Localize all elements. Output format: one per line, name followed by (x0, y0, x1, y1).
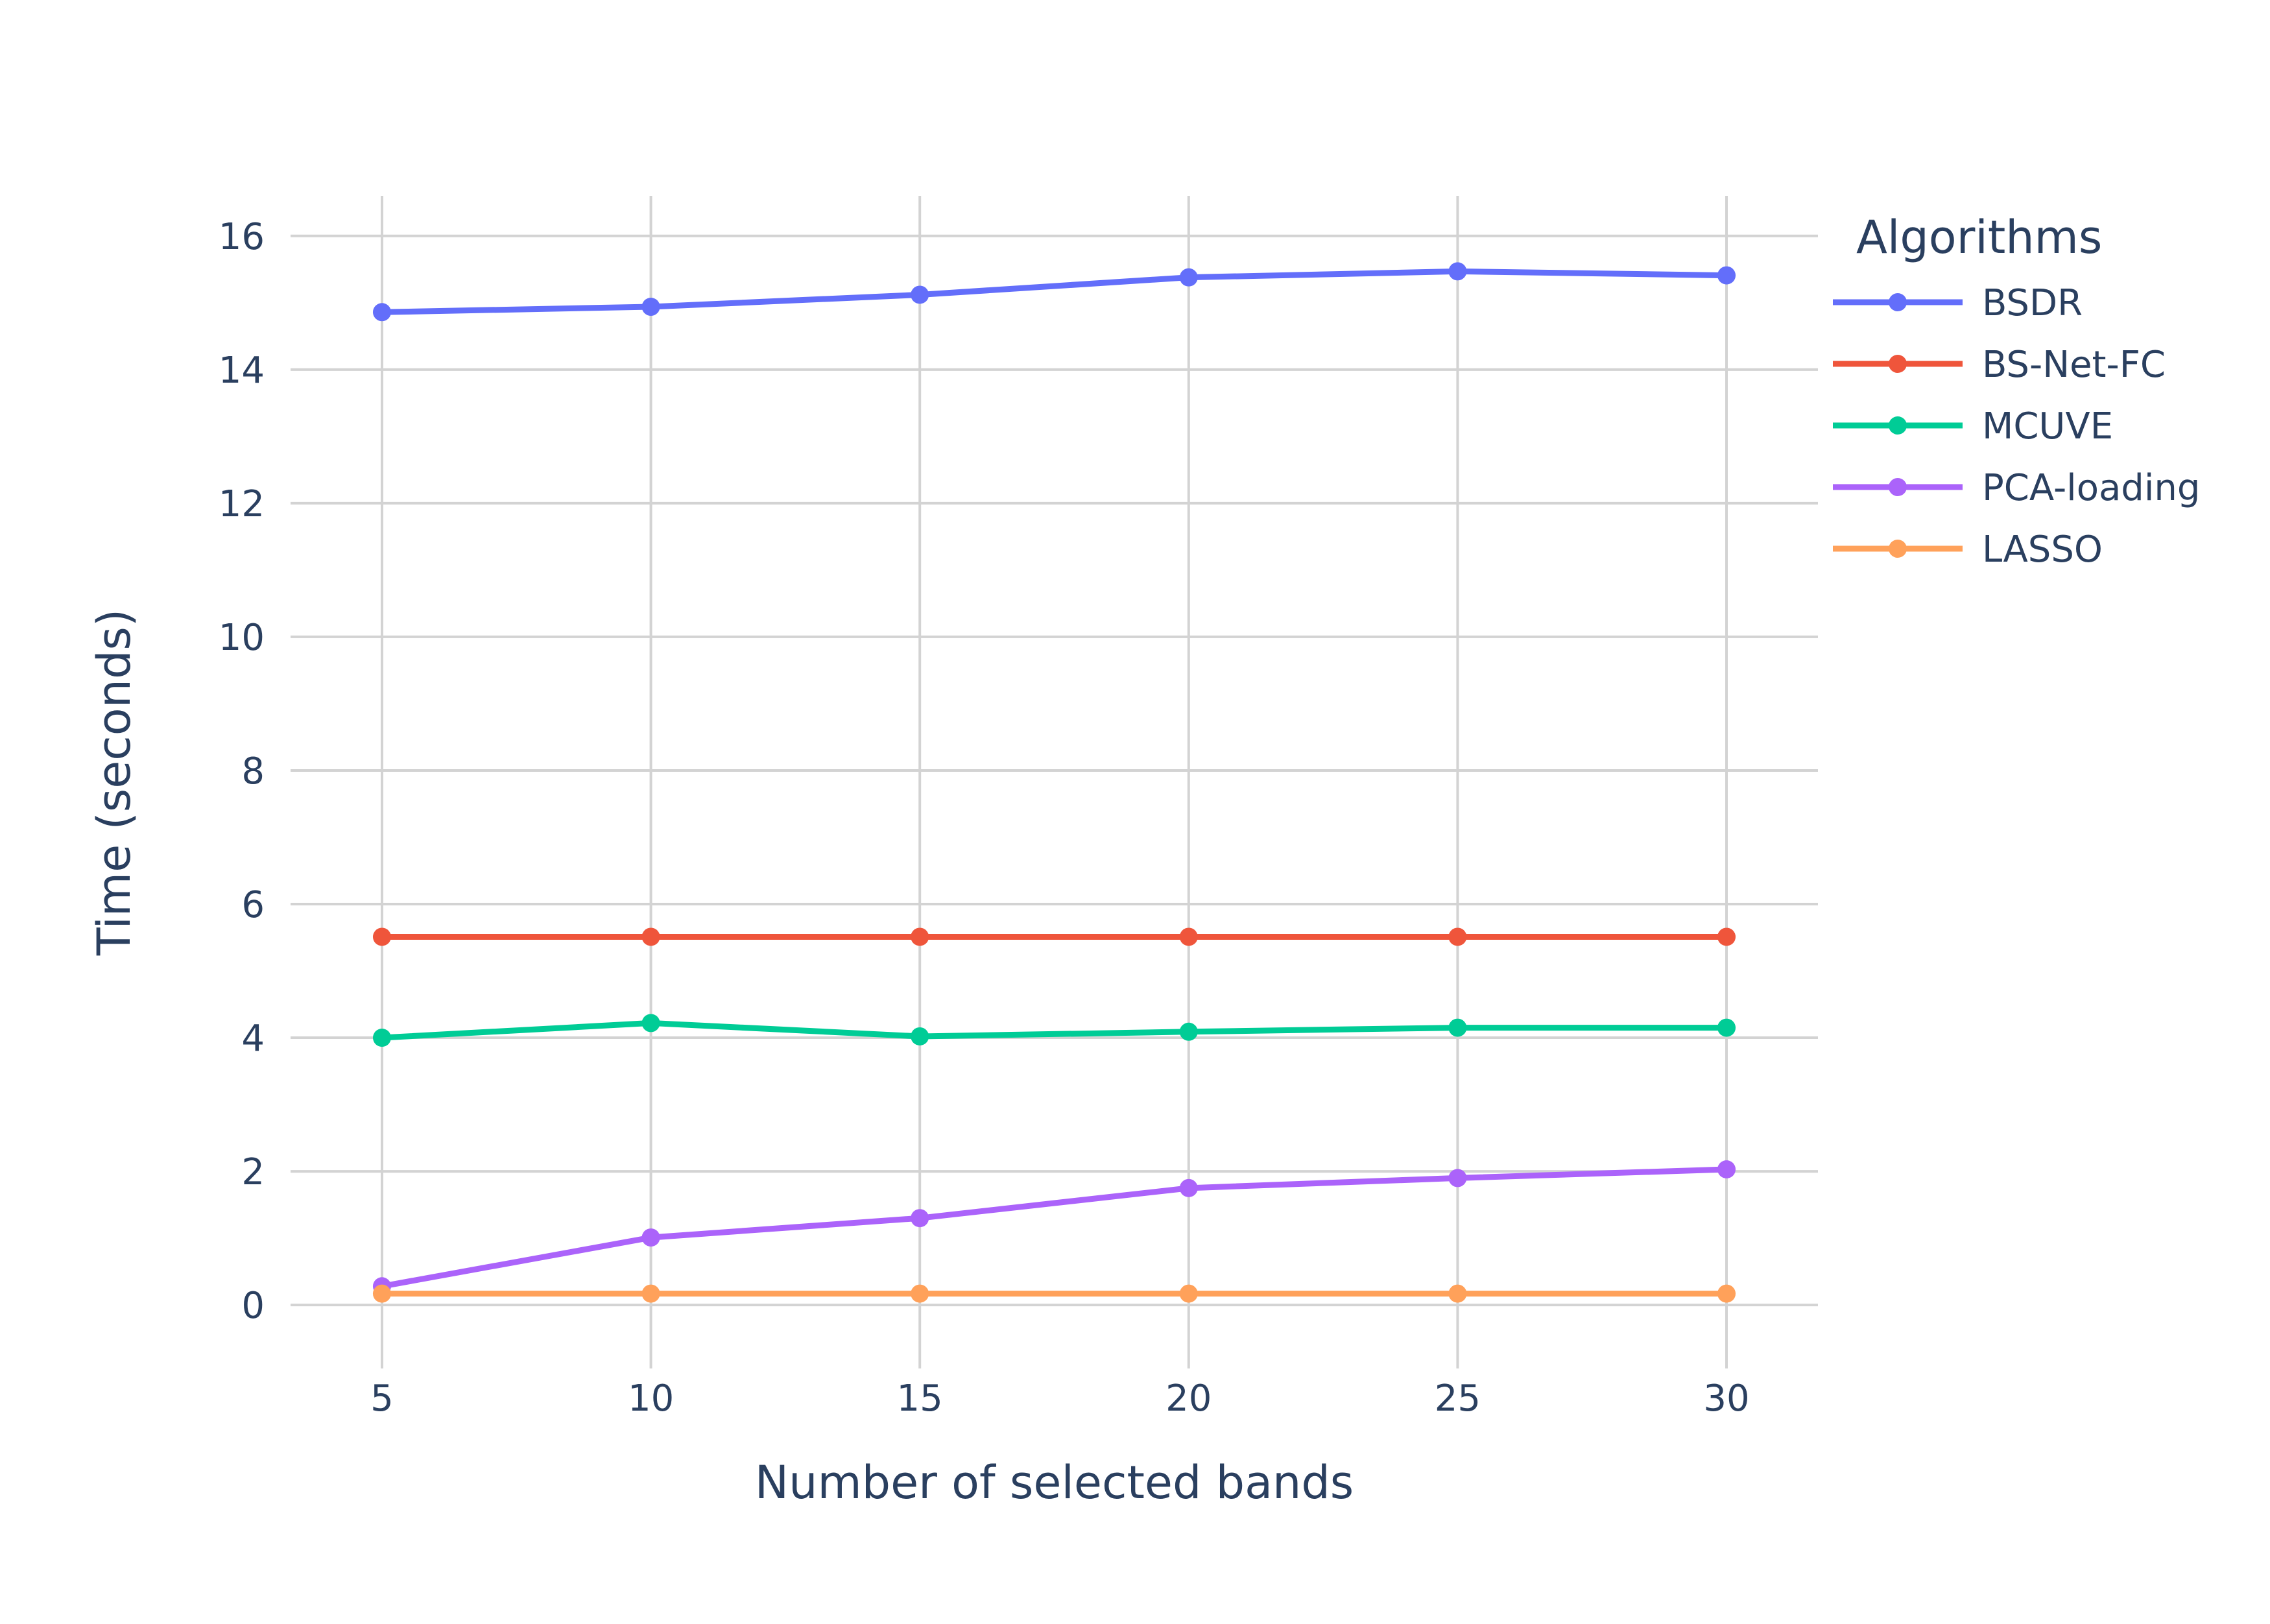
legend-swatch-marker (1889, 540, 1907, 558)
data-point-bs-net-fc-20[interactable] (1179, 927, 1198, 946)
data-point-pca-loading-20[interactable] (1179, 1178, 1198, 1197)
x-axis-title: Number of selected bands (755, 1456, 1354, 1509)
x-tick-label-15: 15 (897, 1378, 943, 1420)
data-point-pca-loading-25[interactable] (1448, 1169, 1467, 1188)
x-tick-label-30: 30 (1703, 1378, 1749, 1420)
legend-swatch-marker (1889, 416, 1907, 435)
data-point-lasso-5[interactable] (372, 1284, 391, 1303)
x-tick-label-10: 10 (628, 1378, 674, 1420)
axes: 0 2 4 6 8 10 12 14 16 5 10 15 20 25 30 (219, 216, 1750, 1420)
series-bs-net-fc (372, 927, 1736, 946)
data-point-mcuve-10[interactable] (641, 1014, 660, 1033)
data-point-mcuve-5[interactable] (372, 1029, 391, 1047)
data-point-bs-net-fc-15[interactable] (911, 927, 929, 946)
data-point-lasso-10[interactable] (641, 1284, 660, 1303)
legend-items: BSDR BS-Net-FC MCUVE PCA-loading LASSO (1833, 282, 2200, 571)
legend-label: LASSO (1982, 529, 2103, 571)
series-line-mcuve (379, 1020, 1730, 1041)
legend-label: PCA-loading (1982, 467, 2200, 509)
data-point-mcuve-30[interactable] (1717, 1018, 1736, 1037)
legend-label: MCUVE (1982, 405, 2113, 448)
data-point-bsdr-10[interactable] (641, 298, 660, 316)
series-line-pca-loading (379, 1166, 1730, 1289)
x-tick-label-20: 20 (1165, 1378, 1212, 1420)
legend-item-bsdr[interactable]: BSDR (1833, 282, 2083, 324)
legend-swatch-marker (1889, 478, 1907, 496)
y-tick-label-8: 8 (241, 750, 265, 793)
legend-label: BSDR (1982, 282, 2083, 324)
data-point-bsdr-5[interactable] (372, 303, 391, 322)
legend-label: BS-Net-FC (1982, 344, 2166, 386)
series-lasso (372, 1284, 1736, 1303)
y-tick-label-16: 16 (219, 216, 265, 258)
series-pca-loading (372, 1160, 1736, 1296)
legend-item-bs-net-fc[interactable]: BS-Net-FC (1833, 344, 2166, 386)
y-tick-label-10: 10 (219, 617, 265, 659)
data-point-lasso-30[interactable] (1717, 1284, 1736, 1303)
y-tick-label-6: 6 (241, 884, 265, 926)
series-bsdr (372, 262, 1736, 322)
grid (291, 196, 1818, 1368)
series-layer (372, 262, 1736, 1303)
data-point-bs-net-fc-25[interactable] (1448, 927, 1467, 946)
x-tick-label-25: 25 (1435, 1378, 1481, 1420)
data-point-lasso-25[interactable] (1448, 1284, 1467, 1303)
data-point-bs-net-fc-30[interactable] (1717, 927, 1736, 946)
data-point-mcuve-15[interactable] (911, 1027, 929, 1045)
legend-swatch-marker (1889, 293, 1907, 311)
data-point-bs-net-fc-10[interactable] (641, 927, 660, 946)
data-point-pca-loading-30[interactable] (1717, 1160, 1736, 1179)
series-mcuve (372, 1014, 1736, 1047)
data-point-bs-net-fc-5[interactable] (372, 927, 391, 946)
legend-title: Algorithms (1856, 211, 2102, 264)
legend-item-pca-loading[interactable]: PCA-loading (1833, 467, 2200, 509)
legend[interactable]: Algorithms BSDR BS-Net-FC MCUVE PCA-loading… (1833, 211, 2200, 571)
legend-swatch-marker (1889, 355, 1907, 373)
series-line-bsdr (379, 268, 1730, 315)
y-tick-label-12: 12 (219, 483, 265, 525)
data-point-bsdr-20[interactable] (1179, 268, 1198, 287)
y-tick-label-14: 14 (219, 350, 265, 392)
legend-item-mcuve[interactable]: MCUVE (1833, 405, 2113, 448)
data-point-lasso-15[interactable] (911, 1284, 929, 1303)
data-point-pca-loading-10[interactable] (641, 1228, 660, 1247)
data-point-bsdr-30[interactable] (1717, 266, 1736, 285)
data-point-mcuve-20[interactable] (1179, 1022, 1198, 1041)
y-axis-title: Time (seconds) (88, 609, 141, 956)
data-point-mcuve-25[interactable] (1448, 1018, 1467, 1037)
data-point-pca-loading-15[interactable] (911, 1209, 929, 1228)
data-point-bsdr-15[interactable] (911, 285, 929, 304)
data-point-bsdr-25[interactable] (1448, 262, 1467, 281)
x-tick-label-5: 5 (370, 1378, 394, 1420)
legend-item-lasso[interactable]: LASSO (1833, 529, 2103, 571)
y-tick-label-2: 2 (241, 1151, 265, 1193)
y-tick-label-0: 0 (241, 1285, 265, 1327)
data-point-lasso-20[interactable] (1179, 1284, 1198, 1303)
y-tick-label-4: 4 (241, 1018, 265, 1060)
